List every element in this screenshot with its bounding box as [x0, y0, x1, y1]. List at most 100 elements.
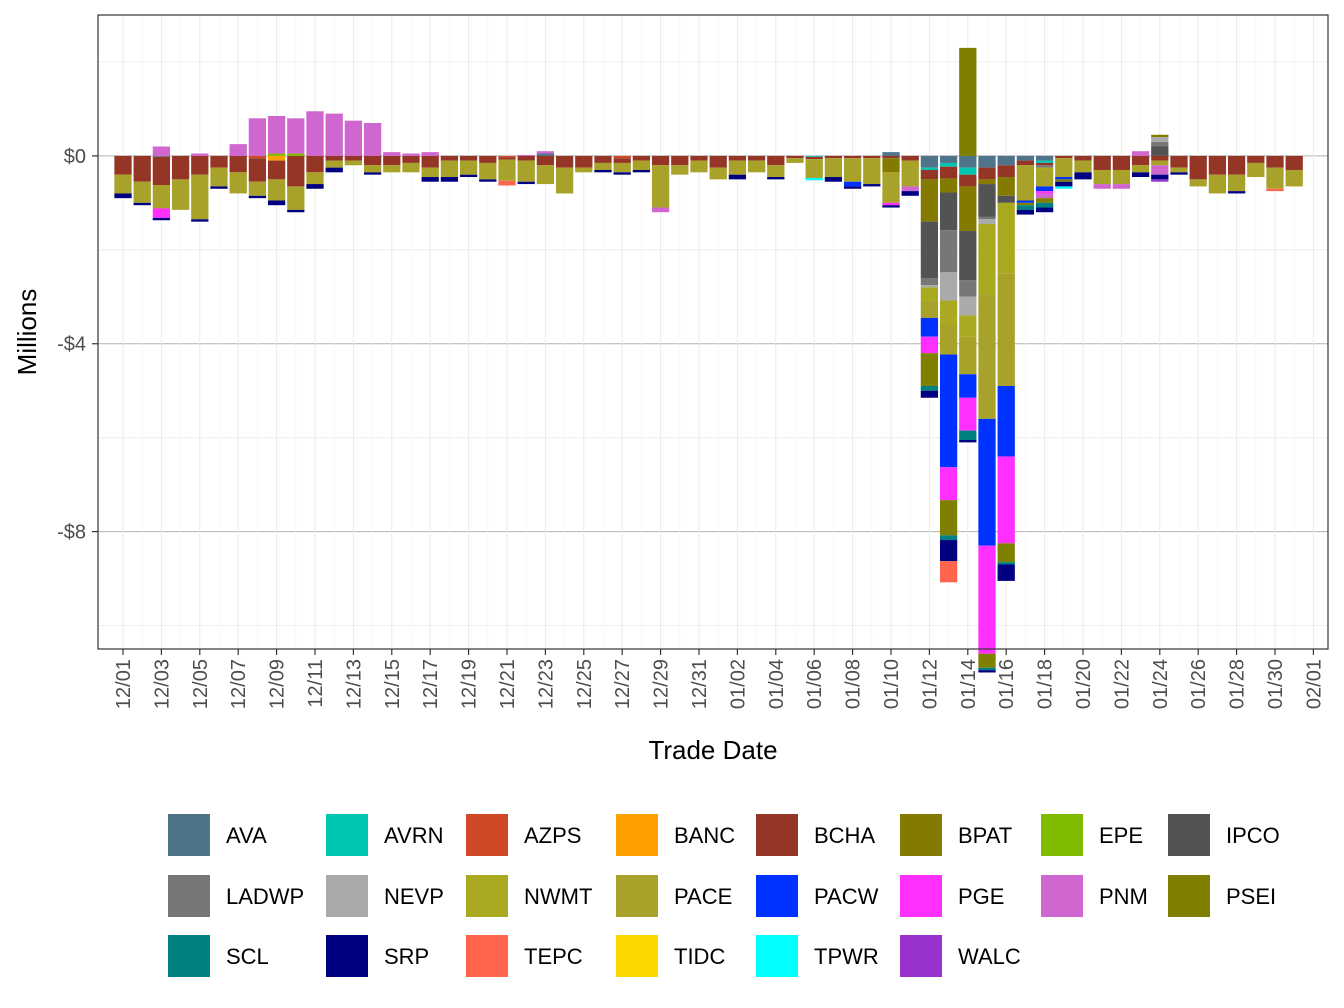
bar-bcha-01-01	[709, 155, 727, 168]
bar-azps-12-21	[498, 155, 516, 158]
bar-pace-01-14	[959, 336, 977, 375]
legend-key-pace	[616, 875, 658, 917]
legend-label-tepc: TEPC	[524, 944, 583, 969]
bar-bcha-01-03	[747, 155, 766, 161]
legend-key-banc	[616, 814, 658, 856]
bar-pace-01-13	[939, 324, 958, 355]
bar-pge-01-13	[939, 467, 958, 501]
bar-avrn-01-12	[920, 167, 939, 170]
x-axis-title: Trade Date	[648, 735, 777, 765]
bar-bpat-01-13	[939, 178, 958, 193]
bar-pace-12-28	[632, 160, 651, 170]
bar-pace-01-23	[1131, 165, 1150, 173]
bar-ipco-01-14	[959, 231, 977, 281]
bar-pge-01-16	[997, 456, 1015, 544]
bar-pnm-12-22	[517, 154, 535, 156]
bar-srp-01-20	[1074, 172, 1092, 180]
bar-srp-01-16	[997, 564, 1015, 581]
x-tick-label: 01/02	[727, 659, 749, 709]
bar-walc-01-24	[1151, 179, 1169, 182]
bar-pace-12-03	[152, 185, 171, 209]
bar-pnm-12-05	[191, 153, 209, 156]
plot-border	[97, 14, 1329, 650]
bar-nwmt-01-13	[939, 300, 958, 325]
x-tick-label: 12/23	[535, 659, 557, 709]
bar-pnm-12-29	[651, 207, 670, 213]
bar-psei-01-24	[1151, 134, 1169, 138]
bar-pnm-01-18	[1035, 193, 1054, 199]
bar-ladwp-01-15	[978, 216, 996, 220]
bar-bcha-12-17	[421, 155, 439, 168]
bar-srp-12-27	[613, 172, 631, 175]
legend-key-srp	[326, 935, 368, 977]
bar-bcha-01-05	[786, 155, 804, 159]
bar-avrn-01-14	[959, 167, 977, 175]
bar-tepc-01-13	[939, 561, 958, 583]
legend-key-tepc	[466, 935, 508, 977]
bar-layer	[114, 47, 1303, 673]
bar-ava-01-18	[1035, 155, 1054, 161]
bar-srp-01-25	[1170, 172, 1188, 175]
bar-scl-01-18	[1035, 202, 1054, 208]
bar-bcha-01-25	[1170, 155, 1188, 168]
bar-pace-12-31	[690, 160, 708, 173]
bar-srp-01-07	[824, 177, 843, 182]
bar-pacw-01-13	[939, 354, 958, 468]
bar-pacw-01-15	[978, 418, 996, 546]
bar-pace-12-11	[306, 172, 324, 185]
bar-pnm-12-23	[536, 151, 555, 154]
x-tick-label: 12/29	[651, 659, 673, 709]
legend-key-pnm	[1041, 875, 1083, 917]
bar-pace-12-21	[498, 159, 516, 181]
bar-pace-12-24	[555, 167, 574, 194]
bar-bcha-12-31	[690, 155, 708, 161]
legend-label-ava: AVA	[226, 823, 267, 848]
bar-pnm-12-09	[267, 115, 286, 154]
bar-scl-01-17	[1016, 205, 1035, 210]
bar-pace-01-27	[1208, 174, 1227, 194]
bar-psei-01-18	[1035, 198, 1054, 203]
bar-pace-12-10	[287, 186, 305, 210]
bar-ava-01-14	[959, 155, 977, 168]
bar-pace-12-09	[267, 179, 286, 201]
bar-azps-12-08	[248, 155, 267, 159]
bar-pge-01-12	[920, 336, 939, 354]
y-tick-label: -$8	[57, 522, 86, 544]
bar-pnm-12-11	[306, 111, 324, 156]
legend-label-pacw: PACW	[814, 884, 879, 909]
bar-bcha-12-10	[287, 155, 305, 187]
bar-bpat-01-16	[997, 177, 1015, 196]
bar-psei-01-17	[1016, 202, 1035, 206]
legend: AVA AVRN AZPS BANC BCHA BPAT EPE IPCO LADWP NEVP N…	[168, 814, 1280, 977]
bar-bcha-12-04	[171, 155, 190, 180]
bar-srp-01-10	[882, 205, 900, 208]
x-axis: 12/01 12/03 12/05 12/07 12/09 12/11 12/13 12/15…	[113, 649, 1325, 709]
legend-key-walc	[900, 935, 942, 977]
bar-pace-12-20	[479, 162, 497, 180]
bar-srp-12-20	[479, 179, 497, 182]
bar-srp-01-09	[863, 184, 881, 187]
bar-avrn-01-06	[805, 155, 823, 157]
x-tick-label: 12/13	[343, 659, 365, 709]
bar-bcha-12-11	[306, 155, 324, 173]
bar-pace-12-23	[536, 165, 555, 185]
bar-bcha-12-24	[555, 155, 574, 168]
bar-bcha-12-06	[210, 155, 228, 168]
legend-label-srp: SRP	[384, 944, 429, 969]
legend-key-ladwp	[168, 875, 210, 917]
bar-pace-01-02	[728, 160, 747, 175]
legend-label-nevp: NEVP	[384, 884, 444, 909]
bar-psei-01-19	[1055, 179, 1073, 182]
bar-ava-01-15	[978, 155, 996, 168]
x-tick-label: 12/07	[228, 659, 250, 709]
bar-pge-01-10	[882, 202, 900, 206]
bar-bcha-12-25	[575, 155, 593, 168]
bar-pacw-01-19	[1055, 177, 1073, 180]
bar-bcha-12-18	[440, 155, 459, 161]
bar-bcha-12-22	[517, 155, 535, 161]
bar-ladwp-01-18	[1035, 165, 1054, 168]
bar-psei-01-15	[978, 653, 996, 668]
x-tick-label: 12/01	[113, 659, 135, 709]
bar-srp-12-17	[421, 177, 439, 182]
x-tick-label: 01/10	[881, 659, 903, 709]
